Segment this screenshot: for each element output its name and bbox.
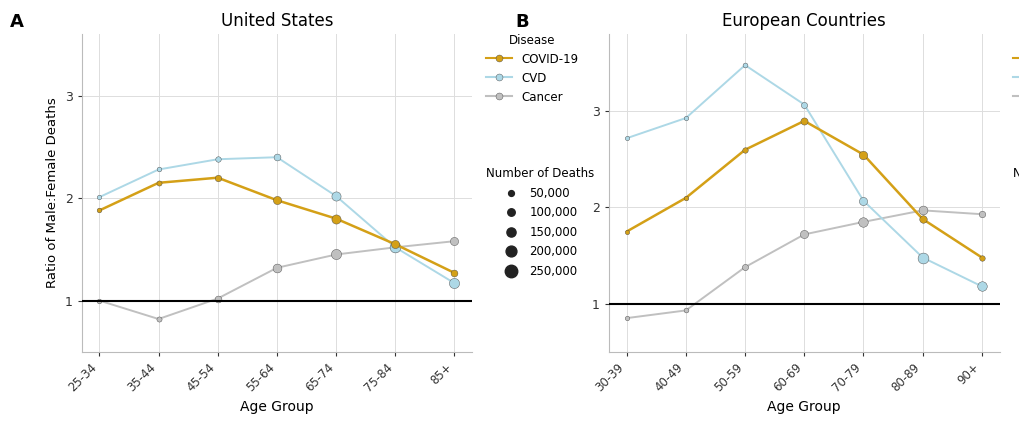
Legend: 50,000, 100,000, 150,000, 200,000, 250,000: 50,000, 100,000, 150,000, 200,000, 250,0… — [1012, 167, 1019, 278]
Text: A: A — [10, 13, 24, 31]
Title: European Countries: European Countries — [721, 12, 886, 30]
X-axis label: Age Group: Age Group — [239, 400, 314, 414]
Title: United States: United States — [220, 12, 333, 30]
Y-axis label: Ratio of Male:Female Deaths: Ratio of Male:Female Deaths — [46, 98, 59, 288]
X-axis label: Age Group: Age Group — [766, 400, 841, 414]
Legend: 50,000, 100,000, 150,000, 200,000, 250,000: 50,000, 100,000, 150,000, 200,000, 250,0… — [485, 167, 594, 278]
Text: B: B — [515, 13, 528, 31]
